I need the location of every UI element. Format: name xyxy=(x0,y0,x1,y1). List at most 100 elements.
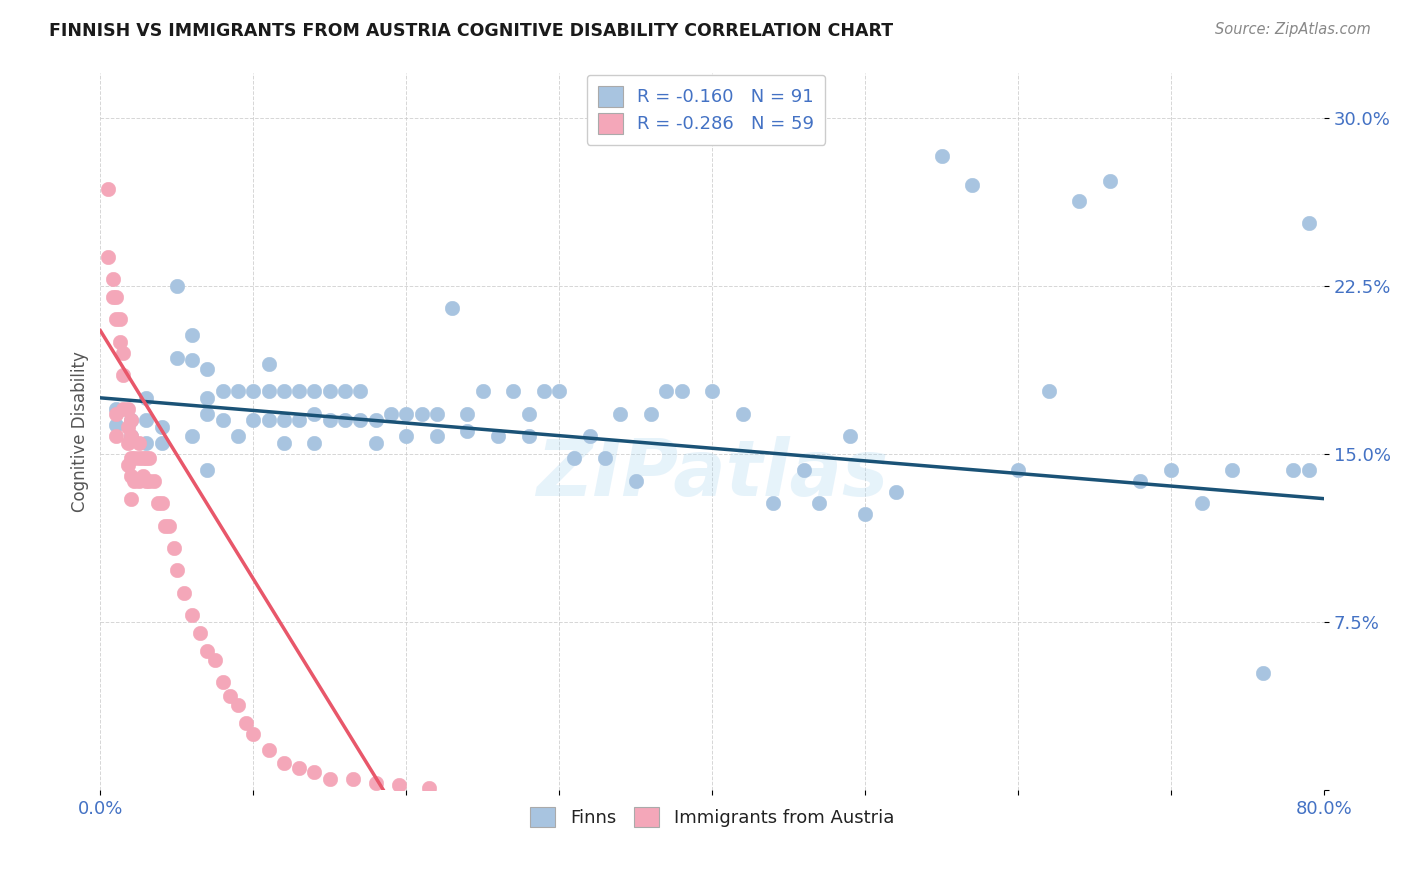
Point xyxy=(242,727,264,741)
Legend: Finns, Immigrants from Austria: Finns, Immigrants from Austria xyxy=(523,799,901,835)
Point xyxy=(163,541,186,555)
Point xyxy=(456,425,478,439)
Point xyxy=(395,407,418,421)
Point xyxy=(226,698,249,712)
Point xyxy=(319,384,342,398)
Point xyxy=(138,474,160,488)
Point xyxy=(342,772,364,786)
Point xyxy=(364,435,387,450)
Point xyxy=(319,772,342,786)
Point xyxy=(101,272,124,286)
Point xyxy=(242,384,264,398)
Point xyxy=(157,518,180,533)
Point xyxy=(471,384,494,398)
Point xyxy=(112,368,135,383)
Point xyxy=(593,451,616,466)
Point xyxy=(426,407,449,421)
Point xyxy=(624,474,647,488)
Point xyxy=(132,469,155,483)
Point xyxy=(288,413,311,427)
Point xyxy=(226,429,249,443)
Point xyxy=(104,417,127,432)
Point xyxy=(128,474,150,488)
Point xyxy=(288,384,311,398)
Point xyxy=(333,384,356,398)
Point xyxy=(1191,496,1213,510)
Point xyxy=(762,496,785,510)
Point xyxy=(533,384,555,398)
Point xyxy=(257,413,280,427)
Point xyxy=(197,407,219,421)
Point xyxy=(150,435,173,450)
Point xyxy=(112,402,135,417)
Point xyxy=(181,352,204,367)
Point xyxy=(1298,216,1320,230)
Point xyxy=(166,563,188,577)
Point xyxy=(235,715,257,730)
Text: Source: ZipAtlas.com: Source: ZipAtlas.com xyxy=(1215,22,1371,37)
Point xyxy=(148,496,170,510)
Point xyxy=(486,429,509,443)
Point xyxy=(441,301,464,316)
Point xyxy=(242,413,264,427)
Y-axis label: Cognitive Disability: Cognitive Disability xyxy=(72,351,89,512)
Point xyxy=(1007,462,1029,476)
Point xyxy=(609,407,631,421)
Point xyxy=(197,391,219,405)
Point xyxy=(273,413,295,427)
Point xyxy=(517,429,540,443)
Point xyxy=(257,742,280,756)
Point xyxy=(197,462,219,476)
Point xyxy=(349,413,371,427)
Point xyxy=(304,435,326,450)
Point xyxy=(517,407,540,421)
Point xyxy=(884,485,907,500)
Point xyxy=(181,328,204,343)
Point xyxy=(319,413,342,427)
Text: ZIPatlas: ZIPatlas xyxy=(536,436,889,513)
Point xyxy=(173,586,195,600)
Point xyxy=(104,312,127,326)
Point xyxy=(226,384,249,398)
Point xyxy=(1129,474,1152,488)
Point xyxy=(387,779,409,793)
Point xyxy=(288,760,311,774)
Point xyxy=(181,608,204,623)
Point xyxy=(1160,462,1182,476)
Point xyxy=(304,407,326,421)
Point xyxy=(502,384,524,398)
Point xyxy=(333,413,356,427)
Point xyxy=(257,384,280,398)
Point xyxy=(364,413,387,427)
Point xyxy=(655,384,678,398)
Point xyxy=(411,407,433,421)
Point xyxy=(219,689,242,703)
Point xyxy=(181,429,204,443)
Point xyxy=(853,508,876,522)
Point xyxy=(304,384,326,398)
Point xyxy=(273,384,295,398)
Point xyxy=(135,413,157,427)
Point xyxy=(640,407,662,421)
Point xyxy=(122,474,145,488)
Point xyxy=(304,764,326,779)
Point xyxy=(548,384,571,398)
Point xyxy=(1069,194,1091,208)
Point xyxy=(117,435,139,450)
Point xyxy=(104,290,127,304)
Point xyxy=(1298,462,1320,476)
Point xyxy=(120,469,142,483)
Point xyxy=(150,420,173,434)
Point xyxy=(110,312,132,326)
Point xyxy=(101,290,124,304)
Point xyxy=(135,474,157,488)
Point xyxy=(150,496,173,510)
Point xyxy=(166,351,188,365)
Point xyxy=(128,435,150,450)
Point xyxy=(564,451,586,466)
Point xyxy=(97,250,120,264)
Point xyxy=(120,413,142,427)
Point xyxy=(211,384,233,398)
Point xyxy=(418,780,440,795)
Point xyxy=(122,451,145,466)
